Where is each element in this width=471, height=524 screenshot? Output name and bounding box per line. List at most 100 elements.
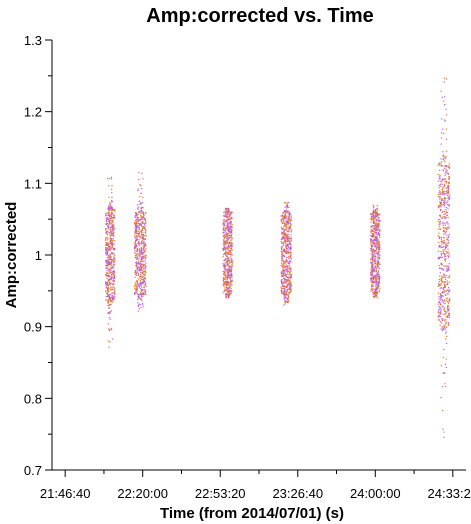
data-point	[281, 292, 283, 295]
data-point	[438, 241, 440, 244]
data-point	[370, 277, 372, 279]
data-point	[112, 299, 114, 301]
data-point	[110, 209, 112, 211]
data-point	[110, 242, 112, 244]
data-point	[377, 233, 379, 236]
data-point	[141, 188, 143, 190]
data-point	[110, 289, 112, 291]
data-point	[142, 219, 144, 221]
data-point	[105, 248, 107, 250]
data-point	[448, 306, 450, 308]
data-point	[285, 247, 288, 249]
data-point	[448, 236, 450, 239]
data-point	[438, 284, 440, 286]
data-point	[444, 157, 447, 159]
data-point	[109, 242, 111, 244]
data-point	[107, 250, 109, 252]
data-point	[445, 230, 447, 233]
data-point	[109, 235, 112, 237]
data-point	[445, 78, 448, 80]
data-point	[231, 226, 233, 228]
data-point	[229, 223, 231, 225]
data-point	[282, 216, 284, 218]
data-point	[374, 232, 376, 234]
data-point	[142, 227, 144, 229]
data-point	[225, 211, 227, 213]
data-point	[377, 284, 380, 286]
data-point	[439, 201, 441, 203]
data-point	[376, 262, 378, 264]
data-point	[228, 246, 230, 249]
data-point	[444, 260, 447, 262]
data-point	[106, 253, 108, 255]
data-point	[228, 253, 230, 255]
data-point	[441, 300, 444, 302]
data-point	[445, 358, 447, 360]
data-point	[370, 242, 373, 244]
data-point	[438, 267, 441, 269]
data-point	[143, 223, 146, 226]
data-point	[222, 215, 225, 217]
data-point	[285, 205, 288, 207]
data-point	[106, 231, 108, 233]
data-point	[136, 236, 139, 238]
data-point	[112, 214, 114, 216]
data-point	[378, 263, 380, 265]
data-point	[374, 216, 376, 218]
data-point	[378, 275, 380, 278]
data-point	[140, 282, 142, 285]
data-point	[109, 278, 111, 281]
data-point	[223, 274, 225, 276]
data-point	[227, 274, 229, 276]
data-point	[441, 211, 443, 214]
data-point	[136, 284, 138, 286]
data-point	[228, 210, 230, 212]
data-point	[111, 225, 113, 227]
data-point	[134, 285, 137, 287]
data-point	[143, 256, 145, 258]
data-point	[224, 246, 226, 248]
data-point	[107, 218, 109, 221]
data-point	[230, 292, 233, 294]
data-point	[281, 227, 283, 229]
data-point	[226, 282, 229, 284]
data-point	[442, 313, 444, 315]
data-point	[442, 210, 444, 212]
data-point	[370, 241, 372, 243]
data-point	[375, 266, 377, 269]
data-point	[228, 284, 231, 286]
data-point	[228, 215, 230, 218]
data-point	[445, 188, 447, 190]
data-point	[441, 263, 443, 265]
data-point	[373, 258, 376, 260]
data-point	[140, 243, 142, 245]
data-point	[441, 165, 443, 167]
data-point	[286, 260, 288, 262]
data-point	[224, 241, 227, 244]
data-point	[108, 206, 110, 209]
data-point	[222, 228, 224, 230]
data-point	[448, 166, 450, 169]
data-point	[448, 165, 450, 167]
data-point	[138, 229, 140, 231]
data-point	[229, 274, 231, 276]
data-point	[137, 263, 140, 265]
data-point	[439, 221, 442, 223]
data-point	[441, 188, 444, 190]
data-point	[229, 250, 231, 252]
data-point	[375, 246, 377, 248]
data-point	[290, 268, 292, 270]
data-point	[440, 294, 442, 296]
data-point	[374, 295, 376, 297]
data-point	[375, 255, 377, 258]
data-point	[110, 276, 112, 278]
data-point	[439, 324, 441, 327]
data-point	[283, 282, 285, 284]
data-point	[227, 223, 230, 225]
data-point	[231, 284, 233, 286]
data-point	[444, 363, 447, 365]
data-point	[106, 272, 109, 274]
data-point	[225, 220, 228, 222]
data-point	[107, 254, 109, 256]
data-point	[112, 248, 114, 251]
